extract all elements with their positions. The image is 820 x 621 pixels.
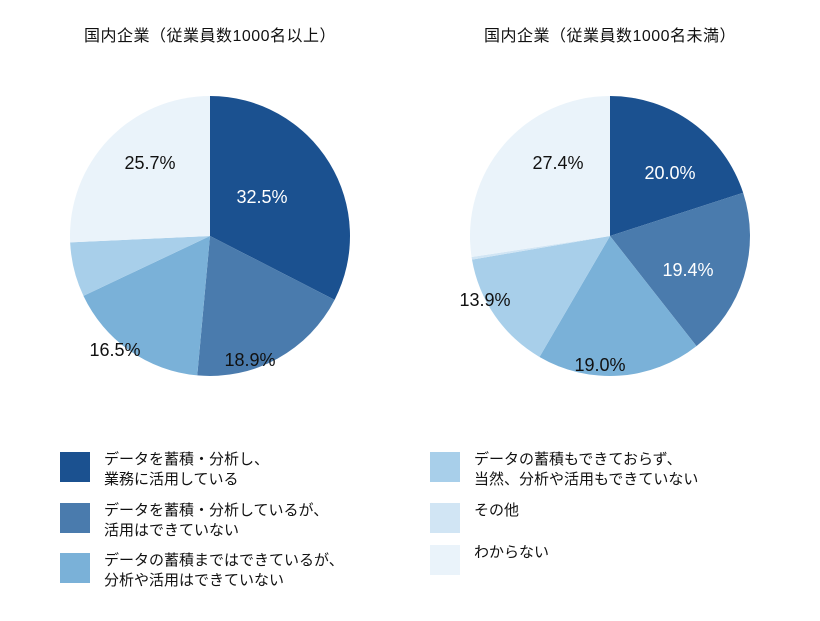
slice-label: 25.7% [124, 153, 175, 173]
pie-svg: 20.0% 19.4% 19.0% 13.9% 0.3% 27.4% [460, 66, 760, 406]
pie-slice [470, 96, 610, 257]
legend-text: その他 [474, 501, 519, 521]
slice-label: 18.9% [224, 350, 275, 370]
legend-text: データの蓄積もできておらず、 当然、分析や活用もできていない [474, 450, 698, 491]
legend-text: データを蓄積・分析しているが、 活用はできていない [104, 501, 328, 542]
legend-item: その他 [430, 501, 780, 533]
legend-item: データを蓄積・分析し、 業務に活用している [60, 450, 410, 491]
legend-text: データを蓄積・分析し、 業務に活用している [104, 450, 269, 491]
legend-swatch [60, 503, 90, 533]
pie-wrap: 20.0% 19.4% 19.0% 13.9% 0.3% 27.4% [460, 66, 760, 406]
slice-label: 27.4% [532, 153, 583, 173]
legend-swatch [430, 503, 460, 533]
legend-text: データの蓄積まではできているが、 分析や活用はできていない [104, 551, 344, 592]
chart-title: 国内企業（従業員数1000名未満） [410, 22, 810, 46]
slice-label: 19.0% [574, 355, 625, 375]
slice-label: 20.0% [644, 163, 695, 183]
pie-svg: 32.5%18.9%16.5%6.3%0.0%25.7% [60, 66, 360, 406]
slice-label: 13.9% [460, 290, 511, 310]
slice-label: 19.4% [662, 260, 713, 280]
legend-swatch [60, 452, 90, 482]
legend-swatch [430, 545, 460, 575]
legend-column: データを蓄積・分析し、 業務に活用しているデータを蓄積・分析しているが、 活用は… [60, 450, 410, 602]
legend-item: データの蓄積もできておらず、 当然、分析や活用もできていない [430, 450, 780, 491]
legend-item: データの蓄積まではできているが、 分析や活用はできていない [60, 551, 410, 592]
slice-label: 16.5% [89, 340, 140, 360]
chart-title: 国内企業（従業員数1000名以上） [10, 22, 410, 46]
legend-swatch [60, 553, 90, 583]
charts-row: 国内企業（従業員数1000名以上） 32.5%18.9%16.5%6.3%0.0… [0, 0, 820, 430]
page: 国内企業（従業員数1000名以上） 32.5%18.9%16.5%6.3%0.0… [0, 0, 820, 621]
legend-text: わからない [474, 543, 549, 563]
slice-label: 6.3% [60, 255, 61, 275]
legend-item: わからない [430, 543, 780, 575]
legend-item: データを蓄積・分析しているが、 活用はできていない [60, 501, 410, 542]
legend-column: データの蓄積もできておらず、 当然、分析や活用もできていないその他わからない [430, 450, 780, 585]
pie-wrap: 32.5%18.9%16.5%6.3%0.0%25.7% [60, 66, 360, 406]
slice-label: 32.5% [236, 187, 287, 207]
legend-swatch [430, 452, 460, 482]
slice-label: 0.3% [460, 243, 461, 263]
